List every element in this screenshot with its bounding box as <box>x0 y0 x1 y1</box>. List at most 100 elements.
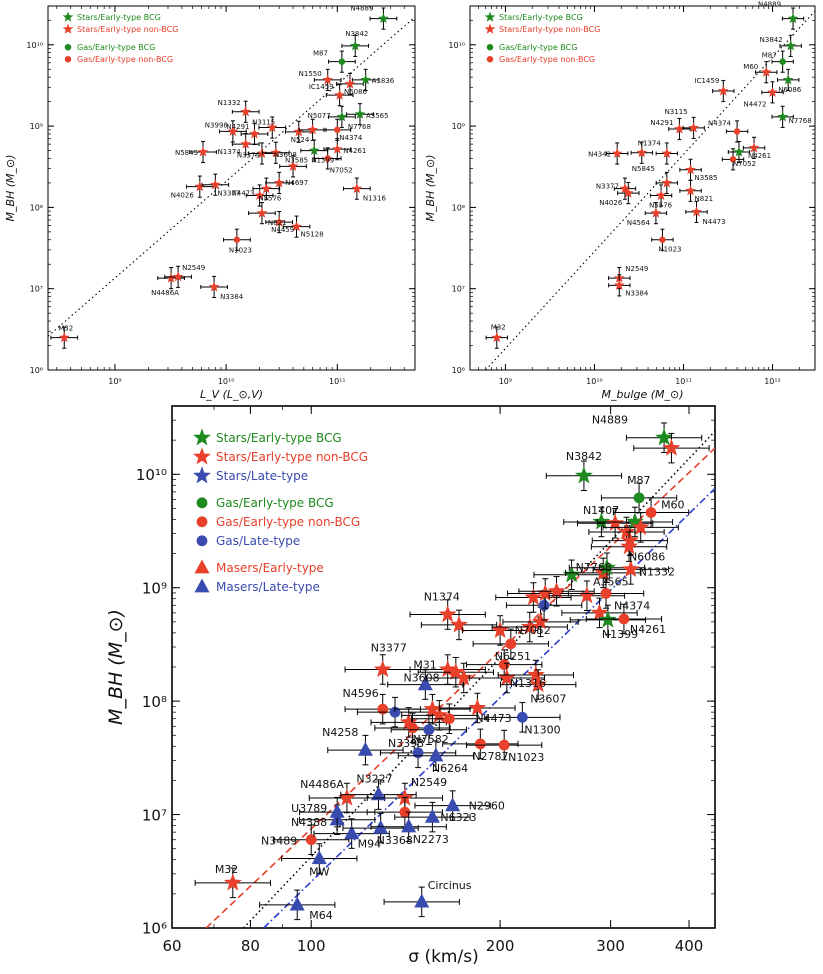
x-axis-label: M_bulge (M_⊙) <box>601 388 683 401</box>
data-point-m87 <box>633 492 645 504</box>
data-point-n4261 <box>331 143 343 154</box>
panel-velocity-dispersion: 60 80 100 200 300 400 10⁶ 10⁷ 10⁸ 10⁹ 10¹⁰ σ (km/s)… <box>105 405 716 967</box>
point-label: N2549 <box>411 776 447 789</box>
legend-marker <box>193 428 211 446</box>
x-axis-label: σ (km/s) <box>408 947 478 967</box>
data-point-n3489 <box>305 834 317 846</box>
fit-line-dotted <box>242 430 715 928</box>
plot-frame <box>469 5 816 371</box>
data-point-m60 <box>760 66 772 77</box>
data-point-n6251a <box>491 621 510 639</box>
data-point-n4374 <box>600 588 612 599</box>
data-point-n4564 <box>650 207 662 218</box>
data-point-n3115 <box>266 121 278 133</box>
legend-label: Stars/Early-type BCG <box>77 13 161 22</box>
data-point-n1300 <box>516 711 528 723</box>
data-point-n4889 <box>787 12 799 24</box>
data-point-n4261 <box>618 613 630 625</box>
point-label: N3227 <box>356 773 392 786</box>
point-label: N821 <box>268 219 287 227</box>
legend-marker <box>64 43 72 51</box>
y-axis-label: M_BH (M_⊙) <box>424 154 437 221</box>
x-tick-label: 10⁹ <box>499 377 512 386</box>
y-tick-label: 10⁷ <box>452 285 465 294</box>
point-label: N7768 <box>789 117 812 125</box>
legend-label: Stars/Early-type non-BCG <box>77 25 178 34</box>
point-label: N6251 <box>495 650 531 663</box>
x-tick-label: 10¹² <box>764 377 781 386</box>
point-label: N4258 <box>322 726 358 739</box>
x-axis-label: L_V (L_⊙,V) <box>200 388 263 401</box>
data-point-n4459 <box>273 216 285 227</box>
point-label: N4342 <box>588 151 611 159</box>
legend-marker <box>194 559 210 574</box>
data-point-n4026 <box>622 187 634 198</box>
data-point-n5077 <box>307 124 318 135</box>
data-point-n4291 <box>446 662 465 680</box>
x-tick-label: 60 <box>162 937 181 955</box>
data-point-n4291 <box>674 123 685 134</box>
data-point-n3842 <box>575 466 593 484</box>
point-label: N1550 <box>299 70 322 78</box>
data-point-n7052 <box>324 155 331 162</box>
point-label: MW <box>309 865 329 878</box>
data-point-n3384 <box>613 279 625 290</box>
legend: Stars/Early-type BCG Stars/Early-type non… <box>484 11 600 64</box>
data-point-n6251 <box>505 638 517 650</box>
data-point-n4473 <box>254 189 265 201</box>
point-label: IC1459 <box>695 77 720 85</box>
data-point-n1374a <box>636 147 648 158</box>
fit-line-dashed <box>205 447 715 928</box>
data-point-m31 <box>417 676 433 691</box>
data-point-m32 <box>223 873 242 891</box>
data-point-n4261 <box>748 142 760 153</box>
point-label: N5845 <box>632 165 655 173</box>
point-label: M32 <box>491 324 506 332</box>
point-label: N4889 <box>758 1 781 9</box>
data-point-n1332 <box>240 106 252 117</box>
point-label: N4697 <box>285 179 308 187</box>
x-tick-label: 10¹⁰ <box>218 377 235 386</box>
point-label: A1836 <box>372 77 395 85</box>
point-label: N2787 <box>472 750 508 763</box>
point-label: N4473 <box>703 218 726 226</box>
data-point-n3608b <box>450 615 468 633</box>
point-label: N3842 <box>760 36 783 44</box>
point-label: N4026 <box>171 192 195 200</box>
legend-marker <box>62 23 74 34</box>
legend-label: Stars/Early-type BCG <box>216 431 342 445</box>
data-point-m32 <box>491 332 503 343</box>
point-label: N3379 <box>237 152 260 160</box>
data-point-n3377 <box>373 660 392 678</box>
point-label: N4291 <box>226 123 249 131</box>
x-tick-label: 10¹¹ <box>329 377 346 386</box>
data-point-n4649c <box>547 581 566 599</box>
point-label: N7582 <box>412 733 448 746</box>
data-point-n5128 <box>291 221 302 232</box>
legend-label: Gas/Early-type BCG <box>77 43 155 52</box>
point-label: N4564 <box>627 219 651 227</box>
plot-area <box>485 7 815 370</box>
point-label: N7052 <box>733 160 756 168</box>
point-label: N7768 <box>348 123 371 131</box>
panel-luminosity: 10⁹ 10¹⁰ 10¹¹ 10⁶ 10⁷ 10⁸ 10⁹ 10¹⁰ L_V (L_⊙,V) M_… <box>4 5 416 401</box>
point-label: N5128 <box>301 231 324 239</box>
data-point-ic1459 <box>717 85 729 96</box>
point-label: N821 <box>695 195 714 203</box>
point-label: N4291 <box>650 119 673 127</box>
point-label: N1300 <box>524 723 560 736</box>
point-label: N1399 <box>602 628 638 641</box>
point-label: N4473 <box>232 190 255 198</box>
data-point-n4473 <box>691 206 702 217</box>
data-point-n7768 <box>562 565 581 583</box>
point-label: N3608 <box>403 672 439 685</box>
data-point-n4473 <box>468 698 487 716</box>
legend-label: Gas/Early-type non-BCG <box>499 55 595 64</box>
point-label: N524 <box>291 136 310 144</box>
point-label: N1023 <box>658 246 681 254</box>
point-label: N3384 <box>220 293 244 301</box>
point-label: N2273 <box>413 833 449 846</box>
point-label: N4261 <box>748 152 771 160</box>
data-point-n1407d <box>631 518 650 536</box>
